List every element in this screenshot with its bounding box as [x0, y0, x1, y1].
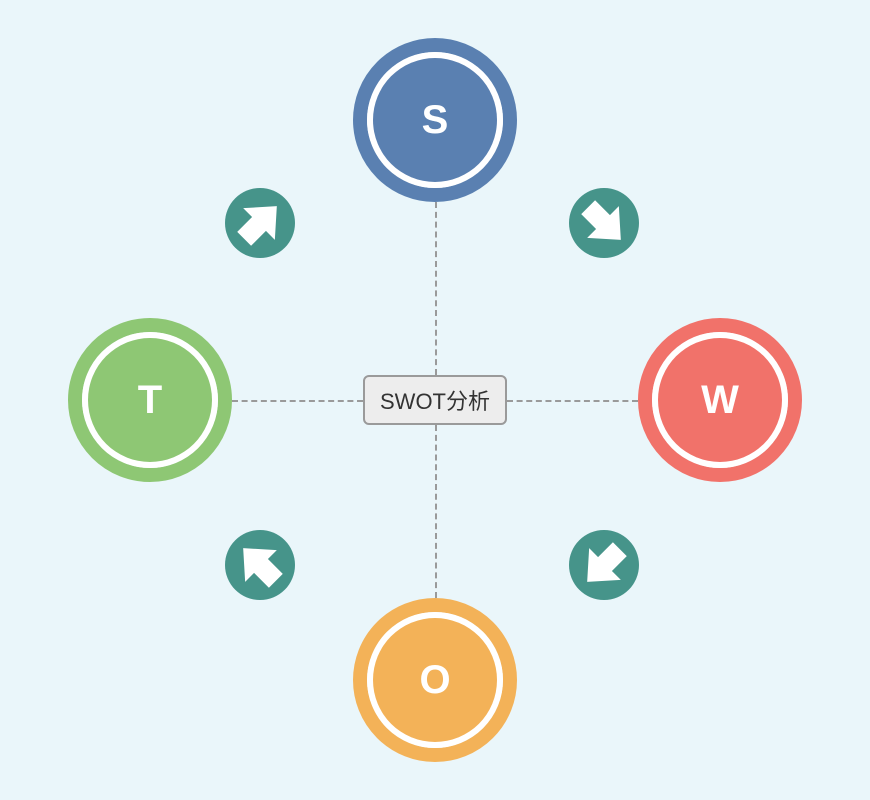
swot-diagram: S W O T SWOT分析 [0, 0, 870, 800]
node-o: O [353, 598, 517, 762]
node-s-label: S [422, 98, 449, 143]
connector-left [232, 400, 363, 402]
connector-right [507, 400, 638, 402]
arrow-ne-icon [569, 188, 639, 258]
center-title-box: SWOT分析 [363, 375, 507, 425]
node-w-label: W [701, 378, 739, 423]
node-s: S [353, 38, 517, 202]
node-t: T [68, 318, 232, 482]
arrow-se-icon [569, 530, 639, 600]
node-o-label: O [419, 658, 450, 703]
node-w: W [638, 318, 802, 482]
connector-bottom [435, 425, 437, 598]
arrow-sw-icon [225, 530, 295, 600]
center-title: SWOT分析 [380, 384, 490, 416]
node-t-label: T [138, 378, 162, 423]
connector-top [435, 202, 437, 375]
arrow-nw-icon [225, 188, 295, 258]
